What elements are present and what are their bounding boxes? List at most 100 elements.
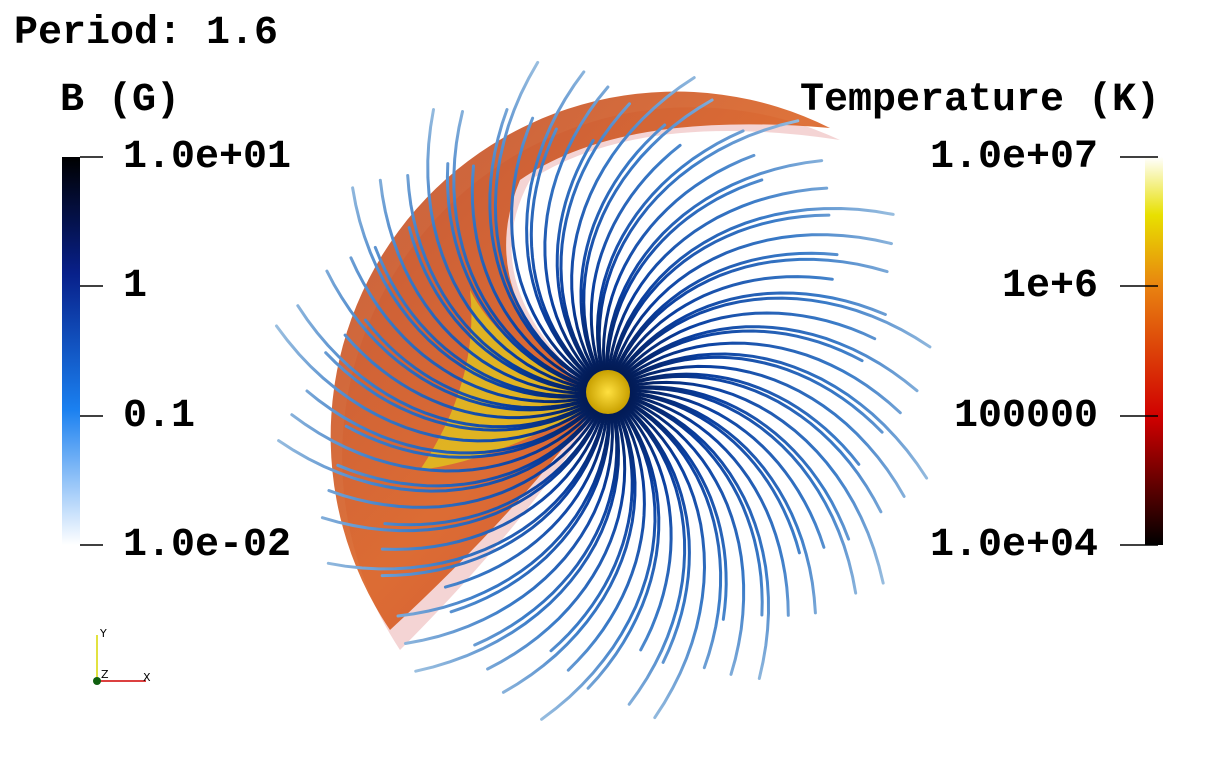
right-colorbar-title: Temperature (K) (800, 78, 1160, 123)
streamline (623, 355, 884, 434)
streamline (555, 138, 597, 379)
streamline (626, 389, 826, 549)
streamline (363, 318, 591, 410)
streamline (625, 395, 771, 680)
right-label: 1.0e+04 (930, 523, 1098, 568)
axis-label: X (143, 671, 151, 684)
streamline (325, 269, 591, 412)
streamline (625, 374, 883, 514)
streamline (617, 296, 932, 377)
streamline (403, 410, 614, 645)
streamline (625, 380, 885, 585)
streamline (305, 389, 596, 455)
streamline (570, 76, 696, 377)
streamline (396, 410, 611, 618)
streamline (510, 116, 593, 383)
streamline (380, 409, 605, 551)
right-label: 1.0e+07 (930, 135, 1098, 180)
streamline (443, 410, 609, 589)
streamline (452, 110, 591, 389)
streamline (473, 409, 619, 647)
axis-label: Y (99, 627, 107, 640)
streamline (620, 325, 919, 393)
streamline (378, 178, 590, 395)
streamline (625, 397, 746, 676)
streamline (626, 386, 858, 595)
streamline (622, 402, 691, 664)
right-label: 100000 (954, 394, 1098, 439)
streamline (607, 186, 829, 374)
streamline (559, 102, 631, 378)
streamline (525, 70, 594, 382)
streamline (616, 291, 887, 377)
streamline (582, 98, 714, 376)
streamline (470, 164, 591, 387)
streamline (579, 123, 667, 376)
streamline (566, 407, 646, 672)
streamline (595, 129, 745, 375)
streamline (373, 245, 590, 398)
streamline (296, 304, 593, 429)
streamline (290, 406, 598, 473)
streamline (406, 174, 590, 393)
streamline (336, 407, 599, 488)
streamline (493, 60, 592, 385)
streamline (615, 275, 834, 376)
streamline (620, 404, 673, 652)
streamline (625, 372, 861, 466)
left-label: 1 (123, 264, 147, 309)
streamline (589, 143, 682, 375)
streamline (618, 311, 877, 378)
streamline (380, 410, 607, 578)
streamline (626, 391, 801, 555)
streamline (549, 408, 634, 653)
streamline (501, 408, 637, 694)
streamline (324, 351, 593, 432)
streamline (609, 213, 831, 374)
left-ticks (80, 156, 103, 546)
axes-triad: Y Z X (93, 627, 151, 685)
streamline (624, 399, 723, 670)
streamline (426, 108, 590, 391)
left-colorbar (62, 157, 80, 545)
streamline (609, 206, 895, 374)
streamline (275, 324, 595, 443)
left-label: 1.0e-02 (123, 523, 291, 568)
streamline (349, 256, 591, 404)
streamline (414, 409, 621, 673)
streamline (327, 408, 601, 509)
streamline (622, 403, 687, 706)
left-label: 0.1 (123, 394, 195, 439)
streamline (626, 385, 851, 541)
star (586, 370, 630, 414)
streamline (320, 409, 603, 533)
streamline (604, 159, 824, 374)
right-colorbar (1145, 157, 1163, 545)
streamline (344, 405, 596, 459)
streamline (277, 407, 600, 493)
title: Period: 1.6 (14, 11, 278, 56)
streamline (407, 226, 590, 393)
streamline (486, 409, 627, 671)
left-colorbar-title: B (G) (60, 78, 180, 123)
streamline (343, 333, 592, 420)
left-label: 1.0e+01 (123, 135, 291, 180)
streamline (623, 401, 707, 720)
streamline (613, 257, 889, 375)
right-ticks (1120, 156, 1158, 546)
streamline (620, 329, 864, 380)
streamline (488, 108, 592, 385)
streamline (623, 352, 929, 480)
streamline (621, 341, 902, 415)
streamline (445, 162, 591, 389)
streamline (586, 405, 661, 690)
streamline (326, 410, 607, 571)
streamline (383, 409, 603, 527)
streamline (611, 233, 893, 375)
streamline (613, 251, 839, 375)
streamline (543, 85, 610, 380)
streamline (597, 119, 800, 375)
streamline (449, 410, 612, 614)
streamline (605, 178, 764, 374)
streamline (351, 186, 590, 399)
